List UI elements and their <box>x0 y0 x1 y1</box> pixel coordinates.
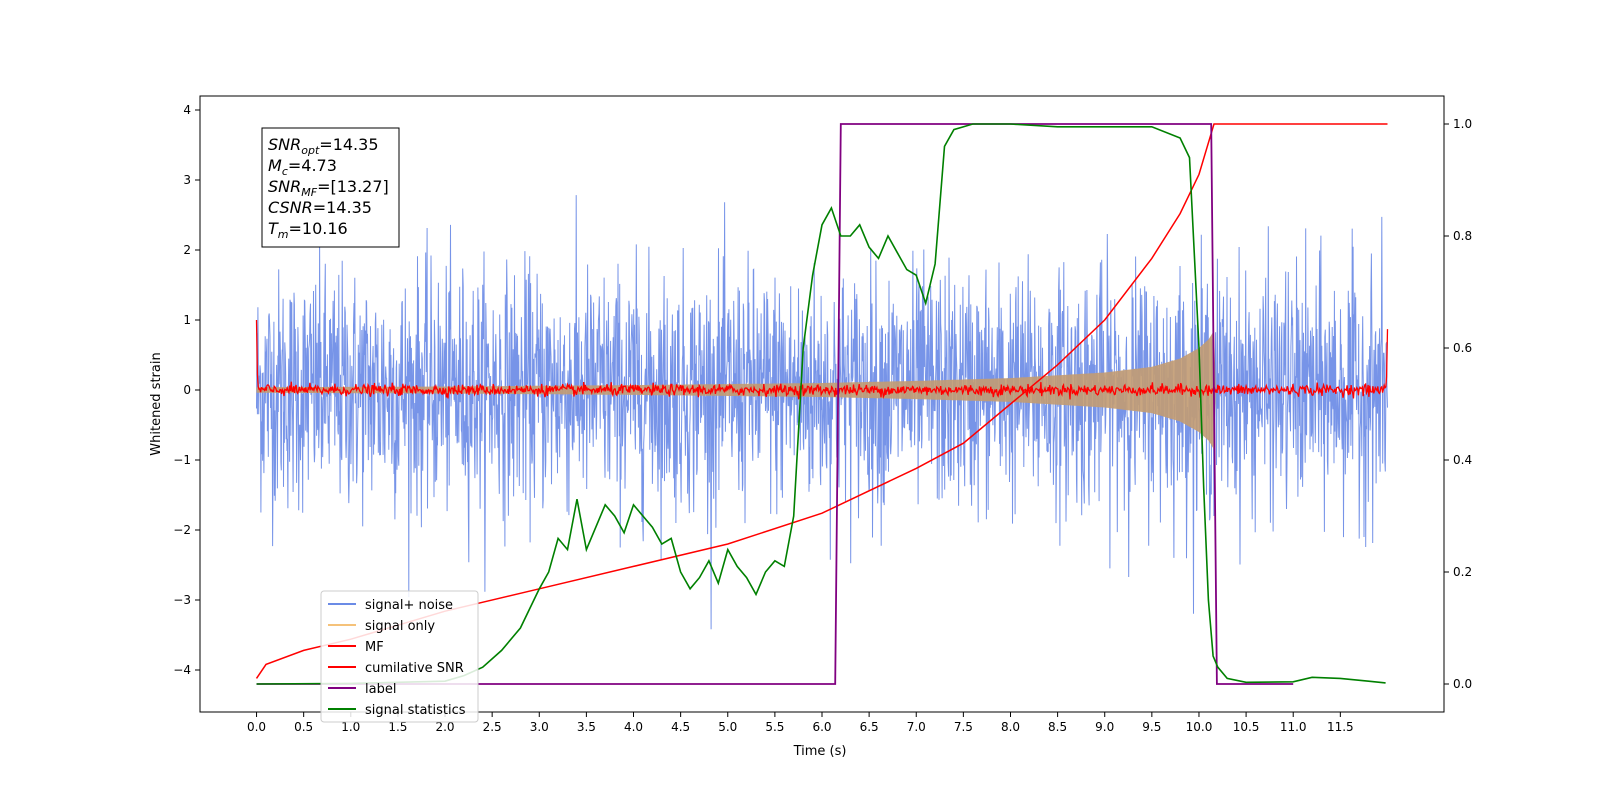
x-tick-label: 3.5 <box>577 720 596 734</box>
x-tick-label: 7.0 <box>907 720 926 734</box>
annotation-line: SNRopt=14.35 <box>268 135 379 157</box>
y-tick-label: 4 <box>183 103 191 117</box>
series-signal-statistics <box>256 123 1386 685</box>
x-tick-label: 5.5 <box>765 720 784 734</box>
x-tick-label: 2.5 <box>483 720 502 734</box>
y-axis-right: 0.0 0.2 0.4 0.6 0.8 1.0 <box>1444 117 1472 691</box>
series-mf <box>255 319 1389 400</box>
y-tick-label: 1 <box>183 313 191 327</box>
x-tick-label: 4.0 <box>624 720 643 734</box>
legend-entry: signal+ noise <box>365 598 453 613</box>
y2-tick-label: 0.8 <box>1453 229 1472 243</box>
annotation-line: Tm=10.16 <box>268 219 348 241</box>
x-tick-label: 3.0 <box>530 720 549 734</box>
x-tick-label: 8.0 <box>1001 720 1020 734</box>
y-tick-label: −2 <box>173 523 191 537</box>
x-tick-label: 5.0 <box>718 720 737 734</box>
x-tick-label: 10.5 <box>1233 720 1260 734</box>
x-tick-label: 6.0 <box>812 720 831 734</box>
legend-entry: cumilative SNR <box>365 661 464 676</box>
legend-entry: signal only <box>365 619 435 634</box>
x-tick-label: 11.0 <box>1280 720 1307 734</box>
x-tick-label: 1.5 <box>388 720 407 734</box>
x-tick-label: 6.5 <box>860 720 879 734</box>
x-tick-label: 9.0 <box>1095 720 1114 734</box>
legend-entry: MF <box>365 640 384 655</box>
y-tick-label: 0 <box>183 383 191 397</box>
legend-entry: label <box>365 682 396 697</box>
x-tick-label: 8.5 <box>1048 720 1067 734</box>
annotation-frame <box>261 127 400 248</box>
legend-frame <box>320 590 479 723</box>
annotation-line: Mc=4.73 <box>268 156 337 178</box>
x-tick-label: 0.5 <box>294 720 313 734</box>
y2-tick-label: 1.0 <box>1453 117 1472 131</box>
legend-entry: signal statistics <box>365 703 466 718</box>
y2-tick-label: 0.6 <box>1453 341 1472 355</box>
x-tick-label: 11.5 <box>1327 720 1354 734</box>
annotation-line: CSNR=14.35 <box>268 198 372 217</box>
x-tick-label: 9.5 <box>1142 720 1161 734</box>
y-tick-label: 2 <box>183 243 191 257</box>
series-label <box>256 123 1294 685</box>
y-tick-label: −1 <box>173 453 191 467</box>
y-tick-label: −3 <box>173 593 191 607</box>
y-tick-label: 3 <box>183 173 191 187</box>
x-tick-label: 0.0 <box>247 720 266 734</box>
annotation-box: SNRopt=14.35Mc=4.73SNRMF=[13.27]CSNR=14.… <box>261 127 400 248</box>
x-tick-label: 7.5 <box>954 720 973 734</box>
annotation-line: SNRMF=[13.27] <box>268 177 389 199</box>
x-tick-label: 10.0 <box>1186 720 1213 734</box>
series-signal-only <box>256 330 1388 450</box>
x-tick-label: 2.0 <box>435 720 454 734</box>
y-tick-label: −4 <box>173 663 191 677</box>
y-axis-label: Whitened strain <box>149 352 164 455</box>
y2-tick-label: 0.2 <box>1453 565 1472 579</box>
y2-tick-label: 0.4 <box>1453 453 1472 467</box>
y2-tick-label: 0.0 <box>1453 677 1472 691</box>
x-tick-label: 4.5 <box>671 720 690 734</box>
legend: signal+ noise signal only MF cumilative SNR… <box>320 590 479 723</box>
x-tick-label: 1.0 <box>341 720 360 734</box>
x-axis-label: Time (s) <box>793 744 847 759</box>
x-axis: 0.0 0.5 1.0 1.5 2.0 2.5 3.0 3.5 4.0 4.5 5.0 5.5 6.0 6… <box>247 712 1354 734</box>
y-axis-left: −4 −3 −2 −1 0 1 2 3 4 <box>173 103 200 677</box>
